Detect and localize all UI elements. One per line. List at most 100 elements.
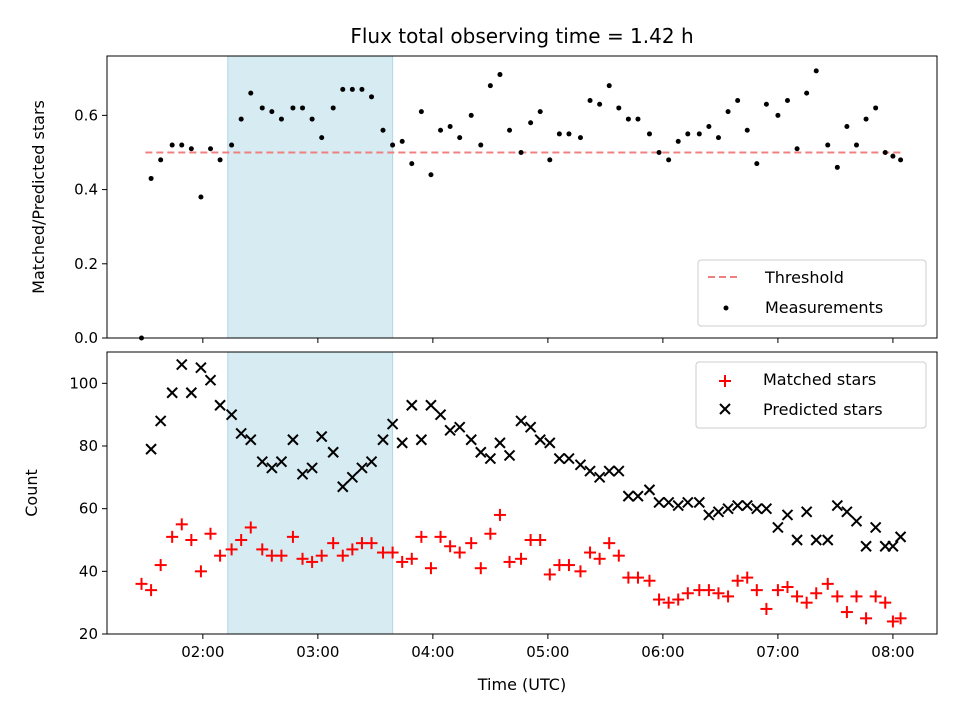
matched-stars-point <box>515 552 528 565</box>
predicted-stars-point <box>894 531 907 543</box>
predicted-stars-point <box>396 437 408 449</box>
predicted-stars-point <box>465 434 477 446</box>
measurement-point <box>330 105 336 111</box>
x-tick-label: 08:00 <box>871 643 914 661</box>
matched-stars-point <box>185 534 198 546</box>
count-legend: Matched stars Predicted stars <box>695 361 927 429</box>
x-tick-label: 05:00 <box>526 643 569 661</box>
predicted-stars-point <box>377 434 389 446</box>
legend-predicted-marker <box>719 403 731 415</box>
predicted-stars-point <box>593 471 606 484</box>
ratio-y-axis-label: Matched/Predicted stars <box>29 100 48 294</box>
measurement-point <box>418 109 424 115</box>
predicted-stars-point <box>484 452 497 465</box>
predicted-stars-point <box>553 452 566 465</box>
measurement-point <box>646 131 652 137</box>
matched-stars-point <box>493 508 506 521</box>
measurement-point <box>696 131 702 137</box>
predicted-stars-point <box>672 499 684 512</box>
predicted-stars-point <box>563 452 575 465</box>
measurement-point <box>447 124 453 129</box>
measurement-point <box>487 83 493 89</box>
predicted-stars-point <box>534 434 546 446</box>
count-y-ticks: 20 40 60 80 100 <box>69 374 107 643</box>
ratio-legend: Threshold Measurements <box>697 259 927 327</box>
predicted-stars-point <box>810 534 822 546</box>
predicted-stars-point <box>760 502 773 515</box>
measurement-point <box>735 98 741 104</box>
predicted-stars-point <box>145 443 157 455</box>
measurement-point <box>825 142 831 148</box>
predicted-stars-point <box>772 521 784 534</box>
measurement-point <box>804 90 810 96</box>
measurement-point <box>497 72 503 78</box>
predicted-stars-point <box>850 515 863 527</box>
measurement-point <box>625 116 631 122</box>
measurement-point <box>744 127 750 133</box>
top-y-tick-label: 0.2 <box>74 255 98 273</box>
top-y-tick-label: 0.6 <box>74 106 98 124</box>
predicted-stars-point <box>327 446 339 458</box>
matched-stars-point <box>534 534 547 546</box>
matched-stars-point <box>336 549 349 562</box>
matched-stars-point <box>731 574 744 587</box>
matched-stars-point <box>275 549 288 562</box>
predicted-stars-point <box>800 506 813 518</box>
measurement-point <box>597 101 603 107</box>
matched-stars-point <box>296 552 309 565</box>
x-tick-label: 07:00 <box>756 643 799 661</box>
predicted-stars-point <box>524 421 537 433</box>
matched-stars-point <box>214 549 227 562</box>
measurement-point <box>853 142 859 148</box>
matched-stars-point <box>225 543 238 556</box>
predicted-stars-point <box>860 540 872 552</box>
measurement-point <box>169 142 175 148</box>
matched-stars-point <box>681 587 694 600</box>
x-axis-label: Time (UTC) <box>477 675 566 694</box>
measurement-point <box>380 127 386 133</box>
matched-stars-point <box>256 543 269 556</box>
ratio-y-ticks: 0.0 0.2 0.4 0.6 <box>74 106 107 347</box>
matched-stars-point <box>405 552 418 565</box>
predicted-stars-point <box>653 496 665 509</box>
matched-stars-point <box>415 530 428 543</box>
predicted-stars-point <box>622 490 635 502</box>
matched-stars-point <box>894 612 907 625</box>
measurement-point <box>248 90 254 96</box>
matched-stars-point <box>503 555 516 568</box>
bottom-y-tick-label: 60 <box>79 500 98 518</box>
count-x-ticks: 02:00 03:00 04:00 05:00 06:00 07:00 08:00 <box>181 634 915 661</box>
predicted-stars-point <box>337 481 349 493</box>
measurement-point <box>457 135 463 141</box>
predicted-stars-point <box>346 471 359 484</box>
legend-predicted-label: Predicted stars <box>763 400 883 419</box>
predicted-stars-point <box>245 434 257 446</box>
matched-stars-point <box>424 562 437 575</box>
matched-stars-point <box>474 562 487 575</box>
measurement-point <box>468 112 474 118</box>
bottom-y-tick-label: 100 <box>69 374 98 392</box>
measurement-point <box>158 157 164 163</box>
measurement-point <box>577 135 583 141</box>
matched-stars-point <box>562 559 575 572</box>
matched-stars-point <box>712 587 725 600</box>
measurement-point <box>794 146 800 152</box>
matched-stars-point <box>643 574 656 587</box>
predicted-stars-point <box>154 415 167 427</box>
measurement-point <box>507 127 513 133</box>
measurement-point <box>725 109 731 115</box>
matched-stars-point <box>444 540 457 553</box>
measurement-point <box>556 131 562 137</box>
top-y-tick-label: 0.0 <box>74 329 98 347</box>
measurement-point <box>269 109 275 115</box>
measurement-point <box>148 175 154 181</box>
ratio-axes-frame <box>106 55 938 339</box>
predicted-stars-point <box>475 446 487 458</box>
predicted-stars-point <box>425 399 437 411</box>
matched-stars-point <box>810 587 823 600</box>
matched-stars-point <box>204 527 217 540</box>
matched-stars-point <box>286 530 299 543</box>
measurement-point <box>340 86 346 92</box>
matched-stars-point <box>584 546 597 559</box>
legend-matched-marker <box>719 375 731 387</box>
